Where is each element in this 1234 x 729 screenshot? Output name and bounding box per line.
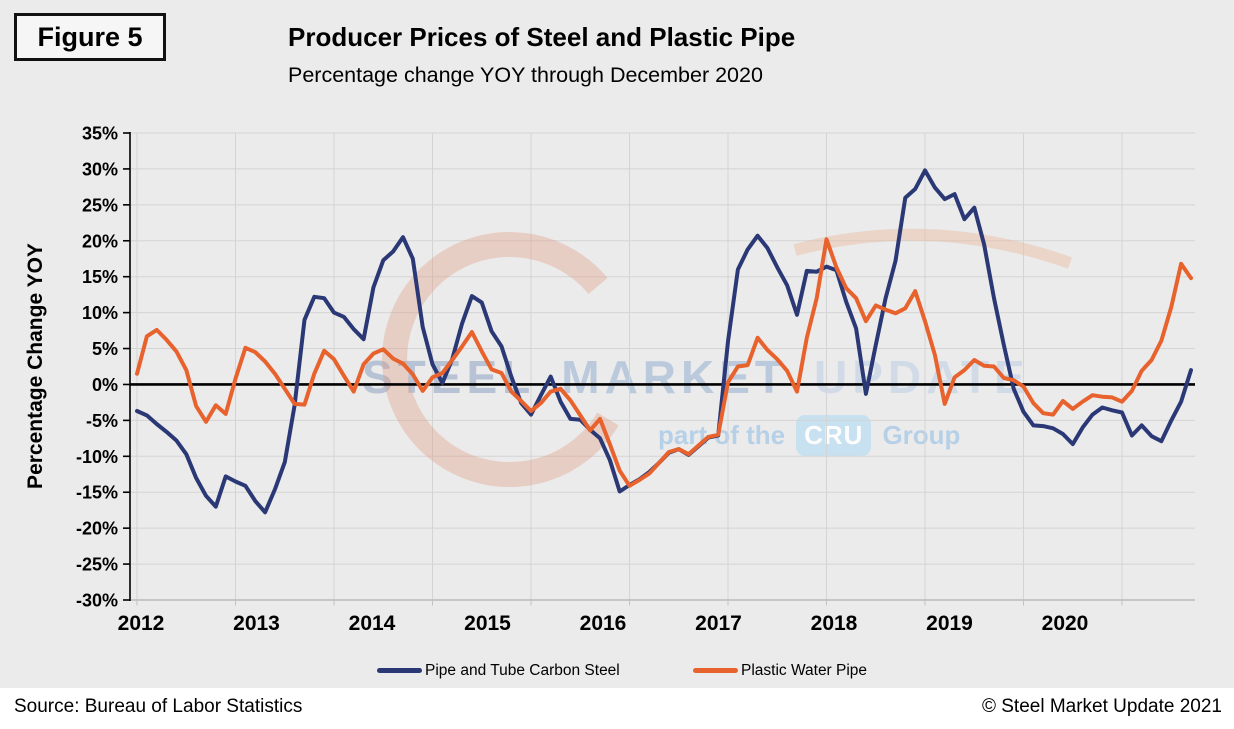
svg-text:10%: 10% (82, 303, 118, 323)
x-axis-year-labels: 2012 2013 2014 2015 2016 2017 2018 2019 2020 (118, 612, 1089, 635)
series-line-pipe-and-tube-carbon-steel (135, 168, 1193, 515)
watermark-word-market: MARKET (561, 351, 789, 403)
legend-swatch-plastic-line (693, 667, 738, 674)
svg-text:-30%: -30% (76, 591, 118, 611)
chart-title: Producer Prices of Steel and Plastic Pip… (288, 22, 796, 52)
watermark-word-update: UPDATE (814, 351, 1030, 403)
y-axis-title: Percentage Change YOY (24, 243, 47, 489)
svg-text:2014: 2014 (349, 612, 396, 635)
figure-label: Figure 5 (14, 13, 166, 61)
legend-swatch-steel-line (377, 667, 422, 674)
svg-text:0%: 0% (92, 375, 118, 395)
svg-text:2018: 2018 (811, 612, 858, 635)
svg-text:-25%: -25% (76, 555, 118, 575)
svg-text:2017: 2017 (695, 612, 742, 635)
y-axis-ticks-and-labels: 35% 30% 25% 20% 15% 10% 5% 0% -5% -10% -15% -20% -25… (76, 124, 130, 611)
svg-text:35%: 35% (82, 124, 118, 144)
watermark-logo-text: STEEL MARKET UPDATE (362, 350, 1030, 404)
legend-item-pipe-and-tube-carbon-steel: Pipe and Tube Carbon Steel (377, 662, 620, 679)
source-attribution: Source: Bureau of Labor Statistics (14, 696, 303, 717)
copyright-notice: © Steel Market Update 2021 (981, 696, 1222, 717)
svg-text:2013: 2013 (233, 612, 280, 635)
watermark-part-of-the: part of the (658, 420, 786, 450)
svg-text:5%: 5% (92, 339, 118, 359)
svg-text:-20%: -20% (76, 519, 118, 539)
svg-text:2015: 2015 (464, 612, 511, 635)
watermark-cru-line: part of the CRU Group (658, 415, 960, 456)
svg-text:20%: 20% (82, 231, 118, 251)
svg-text:2016: 2016 (580, 612, 627, 635)
svg-text:25%: 25% (82, 195, 118, 215)
svg-text:2019: 2019 (926, 612, 973, 635)
legend-label-plastic: Plastic Water Pipe (741, 661, 868, 679)
svg-text:2020: 2020 (1042, 612, 1089, 635)
legend-label-steel: Pipe and Tube Carbon Steel (425, 661, 620, 679)
svg-text:30%: 30% (82, 159, 118, 179)
chart-subtitle: Percentage change YOY through December 2… (288, 63, 763, 87)
legend-item-plastic-water-pipe: Plastic Water Pipe (693, 662, 867, 679)
figure-label-text: Figure 5 (37, 21, 143, 52)
svg-text:-15%: -15% (76, 483, 118, 503)
watermark-group: Group (882, 420, 961, 450)
svg-text:-10%: -10% (76, 447, 118, 467)
footer-band: Source: Bureau of Labor Statistics © Ste… (0, 688, 1234, 729)
cru-logo: CRU (796, 415, 872, 456)
watermark-word-steel: STEEL (362, 351, 536, 403)
svg-text:2012: 2012 (118, 612, 165, 635)
x-axis-ticks (136, 600, 1123, 606)
svg-text:15%: 15% (82, 267, 118, 287)
svg-text:-5%: -5% (86, 411, 118, 431)
